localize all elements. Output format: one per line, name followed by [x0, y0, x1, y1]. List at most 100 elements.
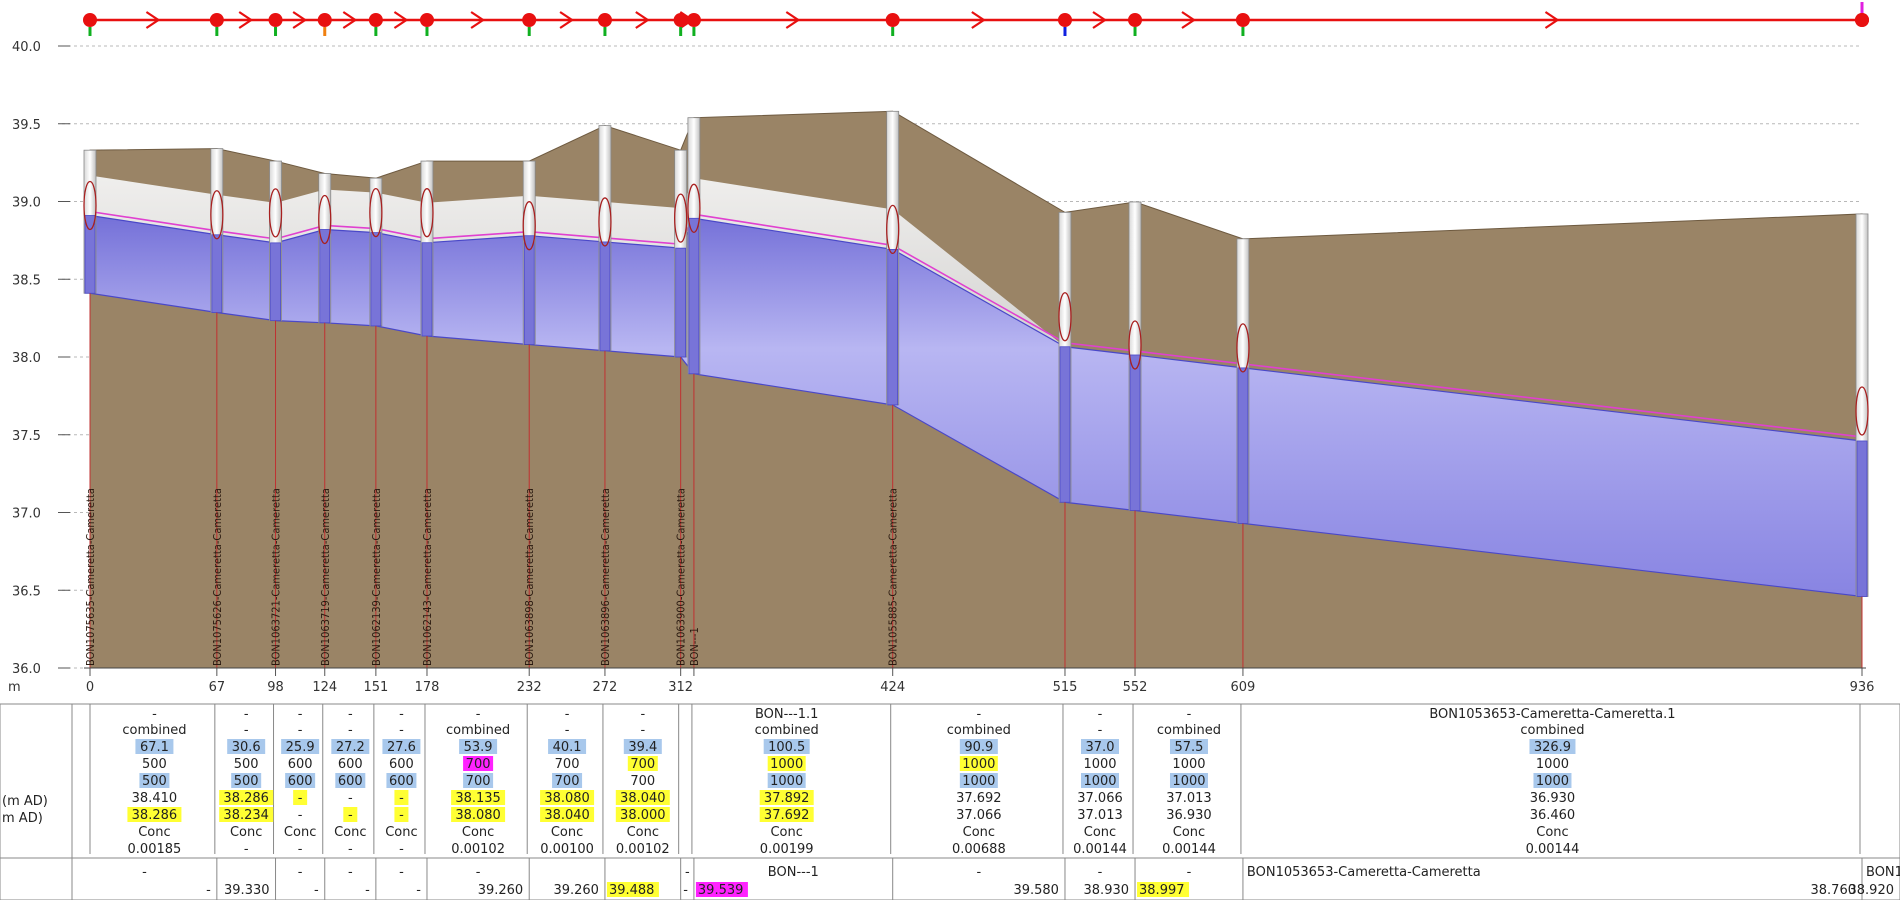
- table-cell-length: 30.6: [232, 740, 261, 755]
- cell-highlight: [451, 807, 506, 822]
- connection-marker: [420, 188, 434, 238]
- table-cell-name: -: [1187, 707, 1192, 722]
- flow-arrow: [145, 11, 161, 29]
- x-tick-label: 515: [1053, 680, 1078, 695]
- manhole-chamber: [1237, 367, 1249, 524]
- manhole-chamber: [1129, 354, 1141, 511]
- table-cell-ds: 38.234: [223, 808, 269, 823]
- cell-highlight: [552, 773, 583, 788]
- table-cell-mat: Conc: [284, 825, 316, 840]
- cell-highlight: [767, 756, 806, 771]
- manhole-chamber: [1856, 440, 1868, 597]
- connection-marker: [598, 197, 612, 247]
- cell-highlight: [394, 807, 409, 822]
- cell-highlight: [1533, 773, 1572, 788]
- node-label: BON1075635-Cameretta-Cameretta: [84, 488, 97, 666]
- table-cell-h: 1000: [1083, 774, 1116, 789]
- bottom-cell-name: -: [976, 865, 981, 880]
- node-label: BON1063719-Cameretta-Cameretta: [319, 488, 332, 666]
- table-cell-ds: 36.460: [1530, 808, 1576, 823]
- table-cell-us: 38.080: [544, 791, 590, 806]
- table-cell-name: -: [476, 707, 481, 722]
- x-tick-label: 424: [880, 680, 905, 695]
- flow-arrow: [635, 11, 650, 29]
- schematic-node[interactable]: [1855, 13, 1869, 27]
- bottom-cell-level: -: [365, 883, 370, 898]
- y-tick-label: 40.0: [12, 40, 41, 55]
- table-cell-us: 37.066: [1077, 791, 1123, 806]
- connection-marker: [687, 183, 701, 233]
- cell-highlight: [451, 790, 506, 805]
- cell-highlight: [540, 790, 595, 805]
- node-label: BON---1: [688, 627, 701, 666]
- manhole-chamber: [211, 234, 223, 313]
- table-cell-grad: 0.00102: [616, 842, 670, 857]
- table-cell-name: -: [399, 707, 404, 722]
- cell-highlight: [139, 773, 170, 788]
- table-cell-h: 1000: [1536, 774, 1569, 789]
- manhole-chamber: [1059, 346, 1071, 503]
- table-cell-mat: Conc: [1084, 825, 1116, 840]
- table-cell-grad: 0.00144: [1073, 842, 1127, 857]
- table-cell-length: 53.9: [464, 740, 493, 755]
- table-cell-us: 37.692: [956, 791, 1002, 806]
- table-cell-type: combined: [122, 723, 186, 738]
- bottom-cell-level: 38.997: [1139, 883, 1185, 898]
- node-label: BON1062143-Cameretta-Cameretta: [421, 488, 434, 666]
- node-label: BON1075626-Cameretta-Cameretta: [211, 488, 224, 666]
- data-table: [0, 703, 1900, 900]
- table-cell-type: -: [1098, 723, 1103, 738]
- x-tick-label: 232: [517, 680, 542, 695]
- table-cell-grad: 0.00144: [1162, 842, 1216, 857]
- bottom-cell-name: -: [399, 865, 404, 880]
- bottom-cell-level: 39.330: [224, 883, 270, 898]
- table-cell-us: 38.040: [620, 791, 666, 806]
- cell-highlight: [548, 739, 587, 754]
- table-cell-h: 600: [288, 774, 313, 789]
- table-cell-w: 1000: [962, 757, 995, 772]
- table-cell-mat: Conc: [551, 825, 583, 840]
- flow-arrow: [785, 11, 801, 29]
- cell-highlight: [227, 739, 266, 754]
- x-tick-label: 178: [415, 680, 440, 695]
- cell-highlight: [759, 807, 814, 822]
- table-cell-grad: 0.00100: [540, 842, 594, 857]
- table-cell-type: combined: [755, 723, 819, 738]
- cell-highlight: [231, 773, 262, 788]
- table-cell-grad: 0.00102: [451, 842, 505, 857]
- connection-marker: [674, 193, 688, 243]
- bottom-cell-level: 39.539: [698, 883, 744, 898]
- table-cell-w: 700: [466, 757, 491, 772]
- table-cell-h: 700: [630, 774, 655, 789]
- table-cell-mat: Conc: [138, 825, 170, 840]
- cell-highlight: [959, 756, 998, 771]
- table-cell-mat: Conc: [462, 825, 494, 840]
- cell-highlight: [386, 773, 417, 788]
- table-cell-name: BON1053653-Cameretta-Cameretta.1: [1429, 707, 1675, 722]
- table-cell-length: 57.5: [1175, 740, 1204, 755]
- manhole-chamber: [599, 241, 611, 352]
- flow-arrow: [292, 11, 308, 29]
- table-cell-name: -: [152, 707, 157, 722]
- table-cell-type: -: [565, 723, 570, 738]
- table-cell-ds: 38.080: [455, 808, 501, 823]
- table-cell-name: -: [565, 707, 570, 722]
- cell-highlight: [623, 739, 662, 754]
- table-cell-us: -: [399, 791, 404, 806]
- cell-highlight: [219, 807, 274, 822]
- x-tick-label: 936: [1850, 680, 1875, 695]
- table-cell-h: 500: [142, 774, 167, 789]
- x-tick-label: 0: [86, 680, 94, 695]
- table-cell-grad: 0.00144: [1526, 842, 1580, 857]
- pipe-air-space: [90, 175, 1862, 441]
- table-cell-w: 1000: [1172, 757, 1205, 772]
- manhole-chamber: [675, 247, 687, 358]
- flow-arrow: [1092, 11, 1107, 29]
- bottom-cell-level: 39.260: [553, 883, 599, 898]
- x-tick-label: 151: [363, 680, 388, 695]
- connection-marker: [83, 180, 97, 231]
- cell-highlight: [627, 756, 658, 771]
- table-cell-name: -: [1098, 707, 1103, 722]
- cell-highlight: [1081, 739, 1120, 754]
